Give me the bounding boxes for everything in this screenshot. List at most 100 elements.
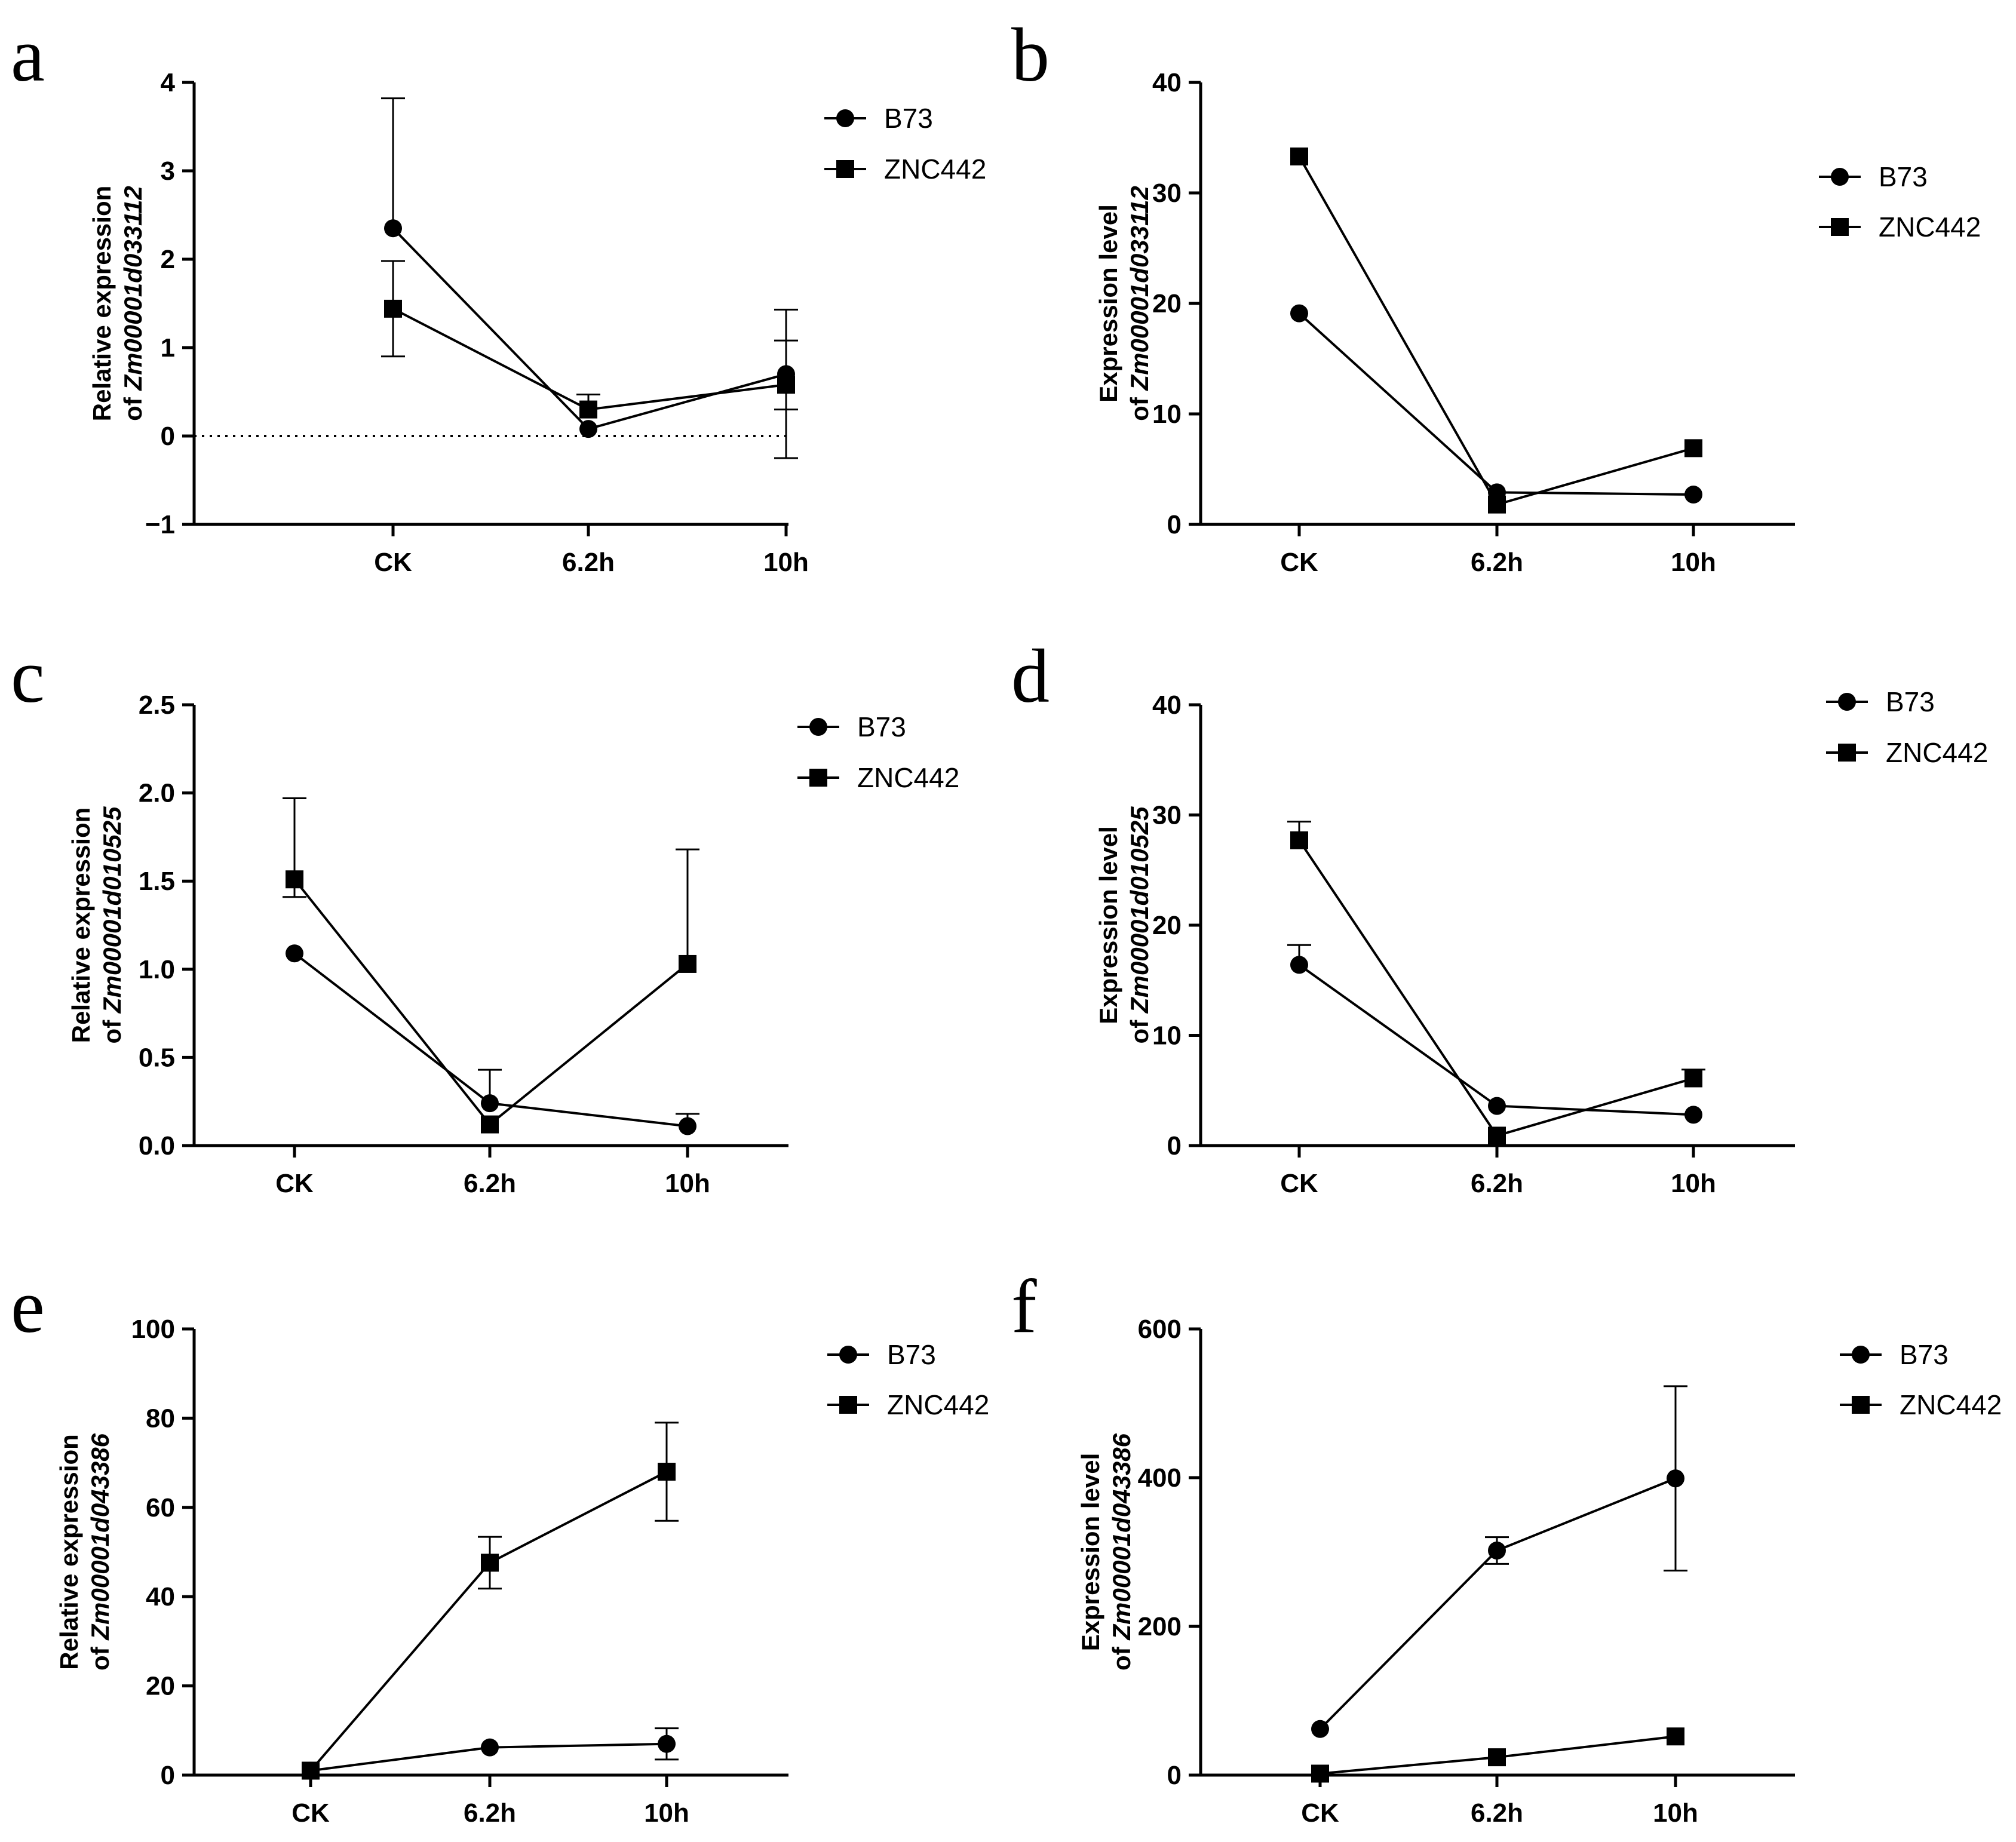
legend: B73 ZNC442: [827, 1339, 989, 1420]
x-tick-label: CK: [291, 1798, 330, 1828]
y-tick-label: 20: [146, 1672, 175, 1701]
y-tick-label: 0: [161, 1761, 175, 1790]
y-axis-label: Expression levelof Zm00001d010525: [1094, 806, 1153, 1044]
legend-marker: [1852, 1346, 1870, 1364]
series-line: [1319, 1477, 1676, 1730]
x-tick-label: 6.2h: [464, 1169, 516, 1198]
x-tick-label: CK: [275, 1169, 314, 1198]
data-point: [658, 1734, 676, 1753]
series-ZNC442: [1287, 821, 1705, 1145]
series-ZNC442: [302, 1422, 679, 1780]
data-point: [481, 1094, 499, 1113]
y-axis-label-line2: of: [1107, 1640, 1136, 1671]
series-ZNC442: [283, 797, 699, 1134]
y-tick-label: 0.0: [139, 1131, 175, 1161]
y-tick-label: 1.0: [139, 955, 175, 984]
data-point: [1488, 1748, 1506, 1767]
y-tick-label: 0.5: [139, 1043, 175, 1072]
data-point: [1667, 1727, 1684, 1746]
legend-marker: [836, 160, 854, 178]
y-axis-label: Relative expression of Zm00001d033112: [88, 186, 147, 422]
x-tick-label: 6.2h: [464, 1798, 516, 1828]
y-tick-label: 40: [1152, 690, 1182, 720]
x-tick-label: 10h: [644, 1798, 689, 1828]
x-tick-label: 6.2h: [1471, 1798, 1523, 1828]
chart-panel-b: b 0 10 20 30 40 CK 6.2h 10h Expression levelof Zm…: [1011, 13, 1981, 577]
data-point: [777, 376, 795, 394]
legend-marker: [1838, 744, 1856, 762]
panel-label: e: [11, 1264, 45, 1349]
x-tick-label: CK: [374, 548, 412, 577]
y-tick-label: 2.0: [139, 779, 175, 808]
x-tick-label: 10h: [1653, 1798, 1698, 1828]
y-axis-label-line1: Relative expression: [67, 808, 95, 1043]
y-axis-label: Relative expression of Zm00001d043386: [55, 1433, 114, 1671]
y-tick-label: 0: [1167, 1761, 1182, 1790]
series-line: [293, 879, 689, 1126]
data-point: [1488, 1126, 1506, 1145]
legend-marker: [1838, 693, 1856, 711]
y-tick-label: 40: [1152, 68, 1182, 97]
y-axis-label: Expression levelof Zm00001d043386: [1076, 1433, 1136, 1671]
legend-label: ZNC442: [1879, 211, 1981, 242]
series-B73: [302, 1727, 679, 1780]
data-point: [679, 954, 696, 973]
y-tick-label: 10: [1152, 400, 1182, 429]
x-tick-label: 6.2h: [1471, 1169, 1523, 1198]
data-point: [679, 1117, 696, 1135]
legend-marker: [1831, 168, 1849, 186]
legend-label: B73: [884, 103, 933, 134]
data-point: [1488, 1097, 1506, 1115]
legend-label: B73: [1886, 686, 1935, 717]
data-point: [579, 420, 597, 438]
gene-name: Zm00001d043386: [1107, 1433, 1136, 1640]
panel-label: f: [1011, 1264, 1037, 1349]
gene-name: Zm00001d043386: [86, 1433, 114, 1640]
legend: B73 ZNC442: [1819, 161, 1981, 242]
chart-panel-e: e 0 20 40 60 80 100 CK 6.2h 10h Relative expressio…: [11, 1264, 989, 1828]
y-tick-label: 10: [1152, 1021, 1182, 1051]
series-line: [1298, 839, 1694, 1137]
y-axis-label-line2: of: [1125, 1013, 1153, 1043]
data-point: [1488, 495, 1506, 514]
x-tick-label: CK: [1280, 1169, 1318, 1198]
chart-panel-c: c 0.0 0.5 1.0 1.5 2.0 2.5 CK 6.2h 10h Relative exp…: [11, 634, 959, 1198]
data-point: [286, 870, 303, 889]
series-line: [309, 1470, 667, 1772]
data-point: [1311, 1720, 1329, 1738]
x-tick-label: 10h: [763, 548, 809, 577]
data-point: [1684, 486, 1702, 504]
x-tick-label: CK: [1301, 1798, 1339, 1828]
legend-label: B73: [1879, 161, 1928, 192]
data-point: [579, 400, 597, 419]
legend: B73 ZNC442: [1840, 1339, 2002, 1420]
legend-marker: [839, 1346, 857, 1364]
panel-label: d: [1011, 634, 1050, 719]
legend-marker: [809, 769, 827, 787]
data-point: [1684, 439, 1702, 458]
panel-label: b: [1011, 13, 1050, 97]
y-tick-label: 0: [1167, 510, 1182, 539]
series-B73: [286, 944, 699, 1135]
y-axis-label: Expression levelof Zm00001d033112: [1094, 186, 1153, 421]
y-axis-label-line2: of: [86, 1640, 114, 1671]
legend-marker: [839, 1396, 857, 1414]
series-B73: [1287, 944, 1702, 1124]
chart-panel-f: f 0 200 400 600 CK 6.2h 10h Expression levelof Z…: [1011, 1264, 2002, 1828]
y-axis-label-line1: Relative expression: [88, 186, 116, 422]
chart-panel-a: a −1 0 1 2 3 4 CK 6.2h 10h Relative expression of Z…: [11, 13, 986, 577]
data-point: [481, 1738, 499, 1757]
x-tick-label: 10h: [1671, 1169, 1716, 1198]
legend-marker: [1831, 218, 1849, 236]
gene-name: Zm00001d033112: [119, 186, 147, 391]
y-tick-label: 30: [1152, 179, 1182, 208]
y-tick-label: 200: [1138, 1612, 1182, 1641]
series-ZNC442: [381, 260, 798, 419]
series-line: [1298, 155, 1694, 506]
data-point: [384, 219, 402, 238]
data-point: [1684, 1106, 1702, 1124]
legend-label: ZNC442: [1900, 1389, 2002, 1420]
y-axis-label-line1: Expression level: [1094, 204, 1122, 403]
legend-marker: [1852, 1396, 1870, 1414]
